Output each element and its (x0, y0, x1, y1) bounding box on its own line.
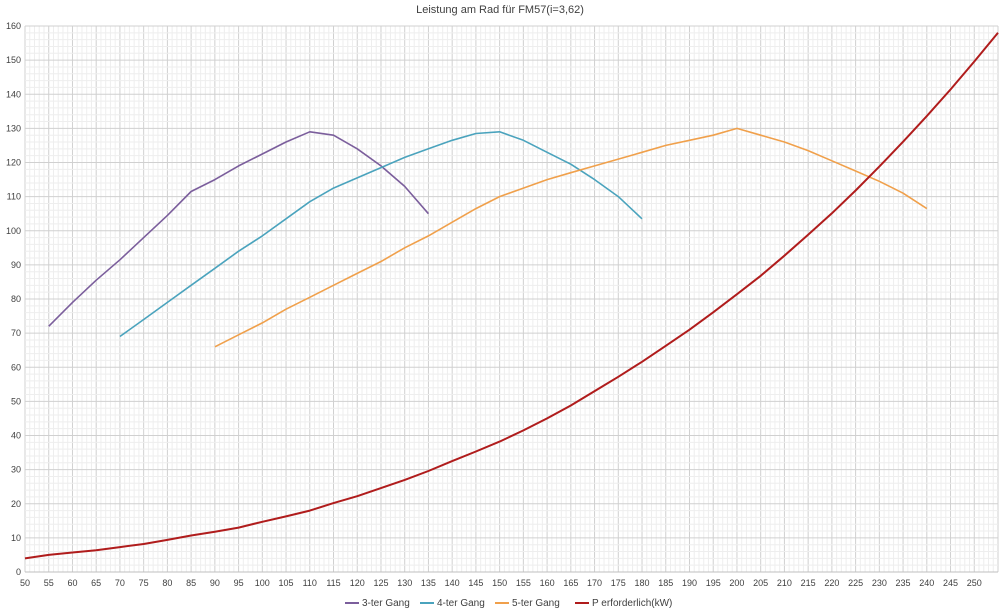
y-tick-label: 20 (11, 499, 21, 509)
x-tick-label: 55 (44, 578, 54, 588)
x-tick-label: 110 (303, 578, 317, 588)
series-line-3 (214, 127, 928, 348)
x-tick-label: 130 (397, 578, 412, 588)
x-tick-label: 85 (186, 578, 196, 588)
x-tick-label: 80 (162, 578, 172, 588)
x-tick-label: 150 (492, 578, 507, 588)
legend-label: 3-ter Gang (362, 598, 410, 609)
x-tick-label: 120 (350, 578, 365, 588)
x-tick-label: 215 (801, 578, 816, 588)
legend-label: 5-ter Gang (512, 598, 560, 609)
y-tick-label: 100 (6, 226, 21, 236)
x-tick-label: 160 (540, 578, 555, 588)
y-tick-label: 50 (11, 396, 21, 406)
y-tick-label: 90 (11, 260, 21, 270)
y-tick-label: 120 (6, 158, 21, 168)
x-tick-label: 155 (516, 578, 531, 588)
y-tick-label: 140 (6, 89, 21, 99)
series-line-2 (119, 131, 643, 338)
series-layer (24, 32, 999, 560)
x-tick-label: 105 (279, 578, 294, 588)
legend: 3-ter Gang 4-ter Gang 5-ter Gang P erforder… (345, 598, 672, 609)
x-tick-label: 200 (729, 578, 744, 588)
x-tick-label: 235 (896, 578, 911, 588)
y-tick-label: 10 (11, 533, 21, 543)
series-line-4 (24, 32, 999, 560)
legend-label: P erforderlich(kW) (592, 598, 672, 609)
x-tick-label: 170 (587, 578, 602, 588)
grid (24, 25, 999, 573)
x-tick-label: 125 (373, 578, 388, 588)
x-tick-label: 250 (967, 578, 982, 588)
x-tick-label: 225 (848, 578, 863, 588)
x-tick-label: 140 (445, 578, 460, 588)
x-tick-label: 230 (872, 578, 887, 588)
x-tick-label: 210 (777, 578, 792, 588)
y-tick-label: 70 (11, 328, 21, 338)
x-tick-label: 70 (115, 578, 125, 588)
tick-labels: 50 55 60 65 70 75 80 85 90 95 100 105 110 115 120 125 13… (6, 21, 982, 588)
x-tick-label: 245 (943, 578, 958, 588)
x-tick-label: 180 (635, 578, 650, 588)
x-tick-label: 60 (67, 578, 77, 588)
x-tick-label: 195 (706, 578, 721, 588)
x-tick-label: 135 (421, 578, 436, 588)
x-tick-label: 90 (210, 578, 220, 588)
x-tick-label: 185 (658, 578, 673, 588)
series-line-1 (48, 131, 430, 327)
x-tick-label: 100 (255, 578, 270, 588)
x-tick-label: 65 (91, 578, 101, 588)
x-tick-label: 240 (919, 578, 934, 588)
y-tick-label: 160 (6, 21, 21, 31)
y-tick-label: 150 (6, 55, 21, 65)
y-tick-label: 80 (11, 294, 21, 304)
y-tick-label: 60 (11, 362, 21, 372)
x-tick-label: 175 (611, 578, 626, 588)
x-tick-label: 220 (824, 578, 839, 588)
y-tick-label: 110 (7, 192, 21, 202)
legend-label: 4-ter Gang (437, 598, 485, 609)
x-tick-label: 190 (682, 578, 697, 588)
x-tick-label: 95 (234, 578, 244, 588)
x-tick-label: 75 (139, 578, 149, 588)
x-tick-label: 115 (326, 578, 340, 588)
chart-title: Leistung am Rad für FM57(i=3,62) (416, 4, 584, 16)
y-tick-label: 30 (11, 465, 21, 475)
x-tick-label: 145 (468, 578, 483, 588)
x-tick-label: 50 (20, 578, 30, 588)
y-tick-label: 0 (16, 567, 21, 577)
y-tick-label: 130 (6, 123, 21, 133)
y-tick-label: 40 (11, 431, 21, 441)
x-tick-label: 165 (563, 578, 578, 588)
x-tick-label: 205 (753, 578, 768, 588)
